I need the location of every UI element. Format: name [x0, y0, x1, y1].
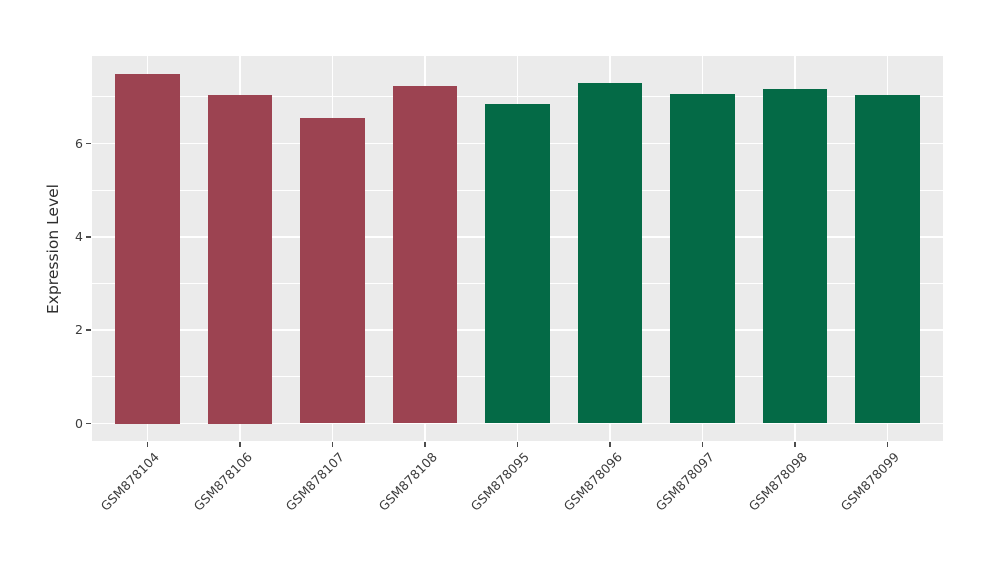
- x-tick-mark-GSM878107: [331, 442, 334, 447]
- y-tick-label-4: 4: [75, 228, 83, 244]
- bar-GSM878108: [392, 86, 458, 424]
- x-tick-label-GSM878097: GSM878097: [652, 449, 718, 514]
- x-tick-mark-GSM878106: [239, 442, 241, 447]
- y-tick-label-0: 0: [75, 415, 83, 431]
- y-tick-label-2: 2: [75, 322, 83, 338]
- bar-GSM878106: [207, 94, 273, 424]
- y-tick-mark-4: [86, 236, 91, 238]
- y-tick-label-6: 6: [75, 135, 83, 151]
- x-tick-mark-GSM878097: [701, 442, 704, 447]
- x-tick-mark-GSM878099: [886, 442, 889, 447]
- bar-GSM878097: [670, 94, 735, 424]
- y-tick-mark-2: [86, 329, 91, 331]
- x-tick-mark-GSM878104: [146, 442, 149, 447]
- bar-GSM878098: [762, 88, 828, 424]
- plot-panel: [92, 56, 943, 441]
- x-tick-mark-GSM878095: [516, 442, 519, 447]
- x-tick-label-GSM878096: GSM878096: [560, 449, 625, 514]
- x-tick-label-GSM878095: GSM878095: [467, 449, 533, 514]
- x-tick-mark-GSM878096: [609, 442, 611, 447]
- y-tick-mark-0: [86, 422, 91, 425]
- bar-GSM878104: [115, 73, 180, 424]
- x-tick-label-GSM878108: GSM878108: [375, 449, 440, 514]
- x-tick-label-GSM878098: GSM878098: [745, 449, 810, 514]
- x-tick-label-GSM878104: GSM878104: [97, 449, 163, 514]
- x-tick-label-GSM878099: GSM878099: [837, 449, 903, 514]
- x-tick-label-GSM878106: GSM878106: [190, 449, 255, 514]
- y-tick-mark-6: [86, 142, 91, 145]
- x-tick-mark-GSM878108: [424, 442, 426, 447]
- x-tick-label-GSM878107: GSM878107: [282, 449, 348, 514]
- bar-GSM878095: [485, 104, 550, 424]
- x-tick-mark-GSM878098: [794, 442, 796, 447]
- bar-GSM878107: [300, 117, 365, 424]
- bar-GSM878096: [577, 82, 643, 424]
- bar-GSM878099: [855, 95, 920, 424]
